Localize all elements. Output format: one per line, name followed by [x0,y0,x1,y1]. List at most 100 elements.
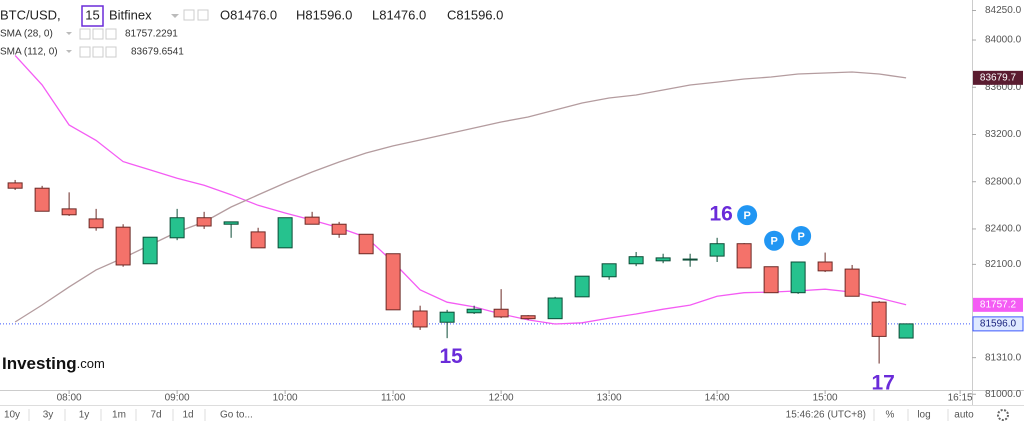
range-button[interactable]: 1m [112,410,126,421]
candle-body [898,323,914,339]
dropdown-icon[interactable] [66,32,72,35]
event-marker-label[interactable]: P [770,236,777,248]
y-tick-label: 81000.0 [985,389,1022,400]
y-tick-label: 82400.0 [985,224,1022,235]
scale-button[interactable]: % [886,410,895,421]
indicator-icon[interactable] [105,46,117,58]
x-tick-label: 09:00 [165,393,190,404]
candle-body [331,223,347,235]
range-button[interactable]: 1d [182,410,193,421]
candle-body [682,258,698,261]
candle-body [7,182,23,189]
settings-gear[interactable] [997,409,1009,421]
indicator-icon[interactable] [79,46,91,58]
interval[interactable]: 15 [85,7,99,22]
watermark: Investing.com [2,354,105,373]
dropdown-icon[interactable] [171,14,179,18]
candle-body [547,297,563,320]
x-tick-label: 12:00 [489,393,514,404]
goto-button[interactable]: Go to... [220,410,253,421]
watermark-brand: Investing [2,354,77,373]
scale-button[interactable]: auto [954,410,974,421]
candle-body [790,261,806,294]
indicator-icon[interactable] [79,28,91,40]
clock: 15:46:26 (UTC+8) [786,410,866,421]
candle-body [169,217,185,239]
sma-line [14,71,907,323]
y-tick-label: 81310.0 [985,352,1022,363]
candle-body [142,236,158,265]
candle-body [439,311,455,323]
candle-body [358,233,374,255]
interval-box[interactable] [81,5,104,27]
event-marker[interactable] [737,205,758,226]
price-tag [973,70,1023,85]
indicator-icon[interactable] [105,28,117,40]
event-marker-label[interactable]: P [743,210,750,222]
candle-body [655,257,671,262]
y-tick-label: 84250.0 [985,5,1022,16]
scale-button[interactable]: log [917,410,930,421]
symbol: BTC/USD, [0,7,61,22]
y-tick-label: 83200.0 [985,129,1022,140]
wave-label: 15 [439,345,463,368]
price-tag [973,297,1023,312]
candle-body [466,308,482,314]
ohlc-value: C81596.0 [447,7,503,22]
candle-body [385,253,401,311]
range-button[interactable]: 3y [43,410,54,421]
x-tick-label: 15:00 [813,393,838,404]
legend-header: BTC/USD, 15 Bitfinex [0,5,209,27]
indicator-name: SMA (112, 0) [0,47,58,58]
wave-label: 17 [871,372,894,395]
candle-body [304,216,320,225]
candle-body [493,308,509,318]
candle-body [709,243,725,257]
candle-body [871,301,887,337]
x-tick-label: 14:00 [705,393,730,404]
x-tick-label: 08:00 [57,393,82,404]
event-marker-label[interactable]: P [797,231,804,243]
event-marker[interactable] [764,230,785,251]
candle-body [61,208,77,216]
watermark-domain: .com [77,356,105,371]
candle-body [250,231,266,249]
sma-line [14,54,907,325]
indicator-value: 81757.2291 [125,29,178,40]
range-button[interactable]: 10y [4,410,20,421]
candle-body [736,243,752,269]
candle-body [196,217,212,227]
candle-body [844,268,860,297]
dropdown-icon[interactable] [66,50,72,53]
candle-body [277,217,293,249]
candle-body [223,221,239,225]
candle-body [628,256,644,265]
x-tick-label: 11:00 [381,393,406,404]
settings-icon[interactable] [183,9,195,21]
wave-label: 16 [709,203,732,226]
range-button[interactable]: 7d [150,410,161,421]
exchange: Bitfinex [109,7,152,22]
x-tick-label: 16:15 [948,393,973,404]
candle-body [763,266,779,294]
candle-body [412,310,428,328]
indicator-icon[interactable] [92,46,104,58]
event-marker[interactable] [791,226,812,247]
x-tick-label: 10:00 [273,393,298,404]
indicator-icon[interactable] [92,28,104,40]
candle-body [115,226,131,266]
price-tag [972,316,1024,332]
hide-icon[interactable] [197,9,209,21]
plot-area [0,54,972,364]
range-button[interactable]: 1y [79,410,90,421]
indicator-name: SMA (28, 0) [0,29,53,40]
candle-body [88,218,104,229]
price-tag-label: 81596.0 [980,319,1017,330]
ohlc-value: H81596.0 [296,7,352,22]
y-tick-label: 84000.0 [985,35,1022,46]
candle-body [601,263,617,278]
price-tag-label: 83679.7 [980,72,1017,83]
candle-body [34,187,50,212]
candle-body [574,275,590,298]
